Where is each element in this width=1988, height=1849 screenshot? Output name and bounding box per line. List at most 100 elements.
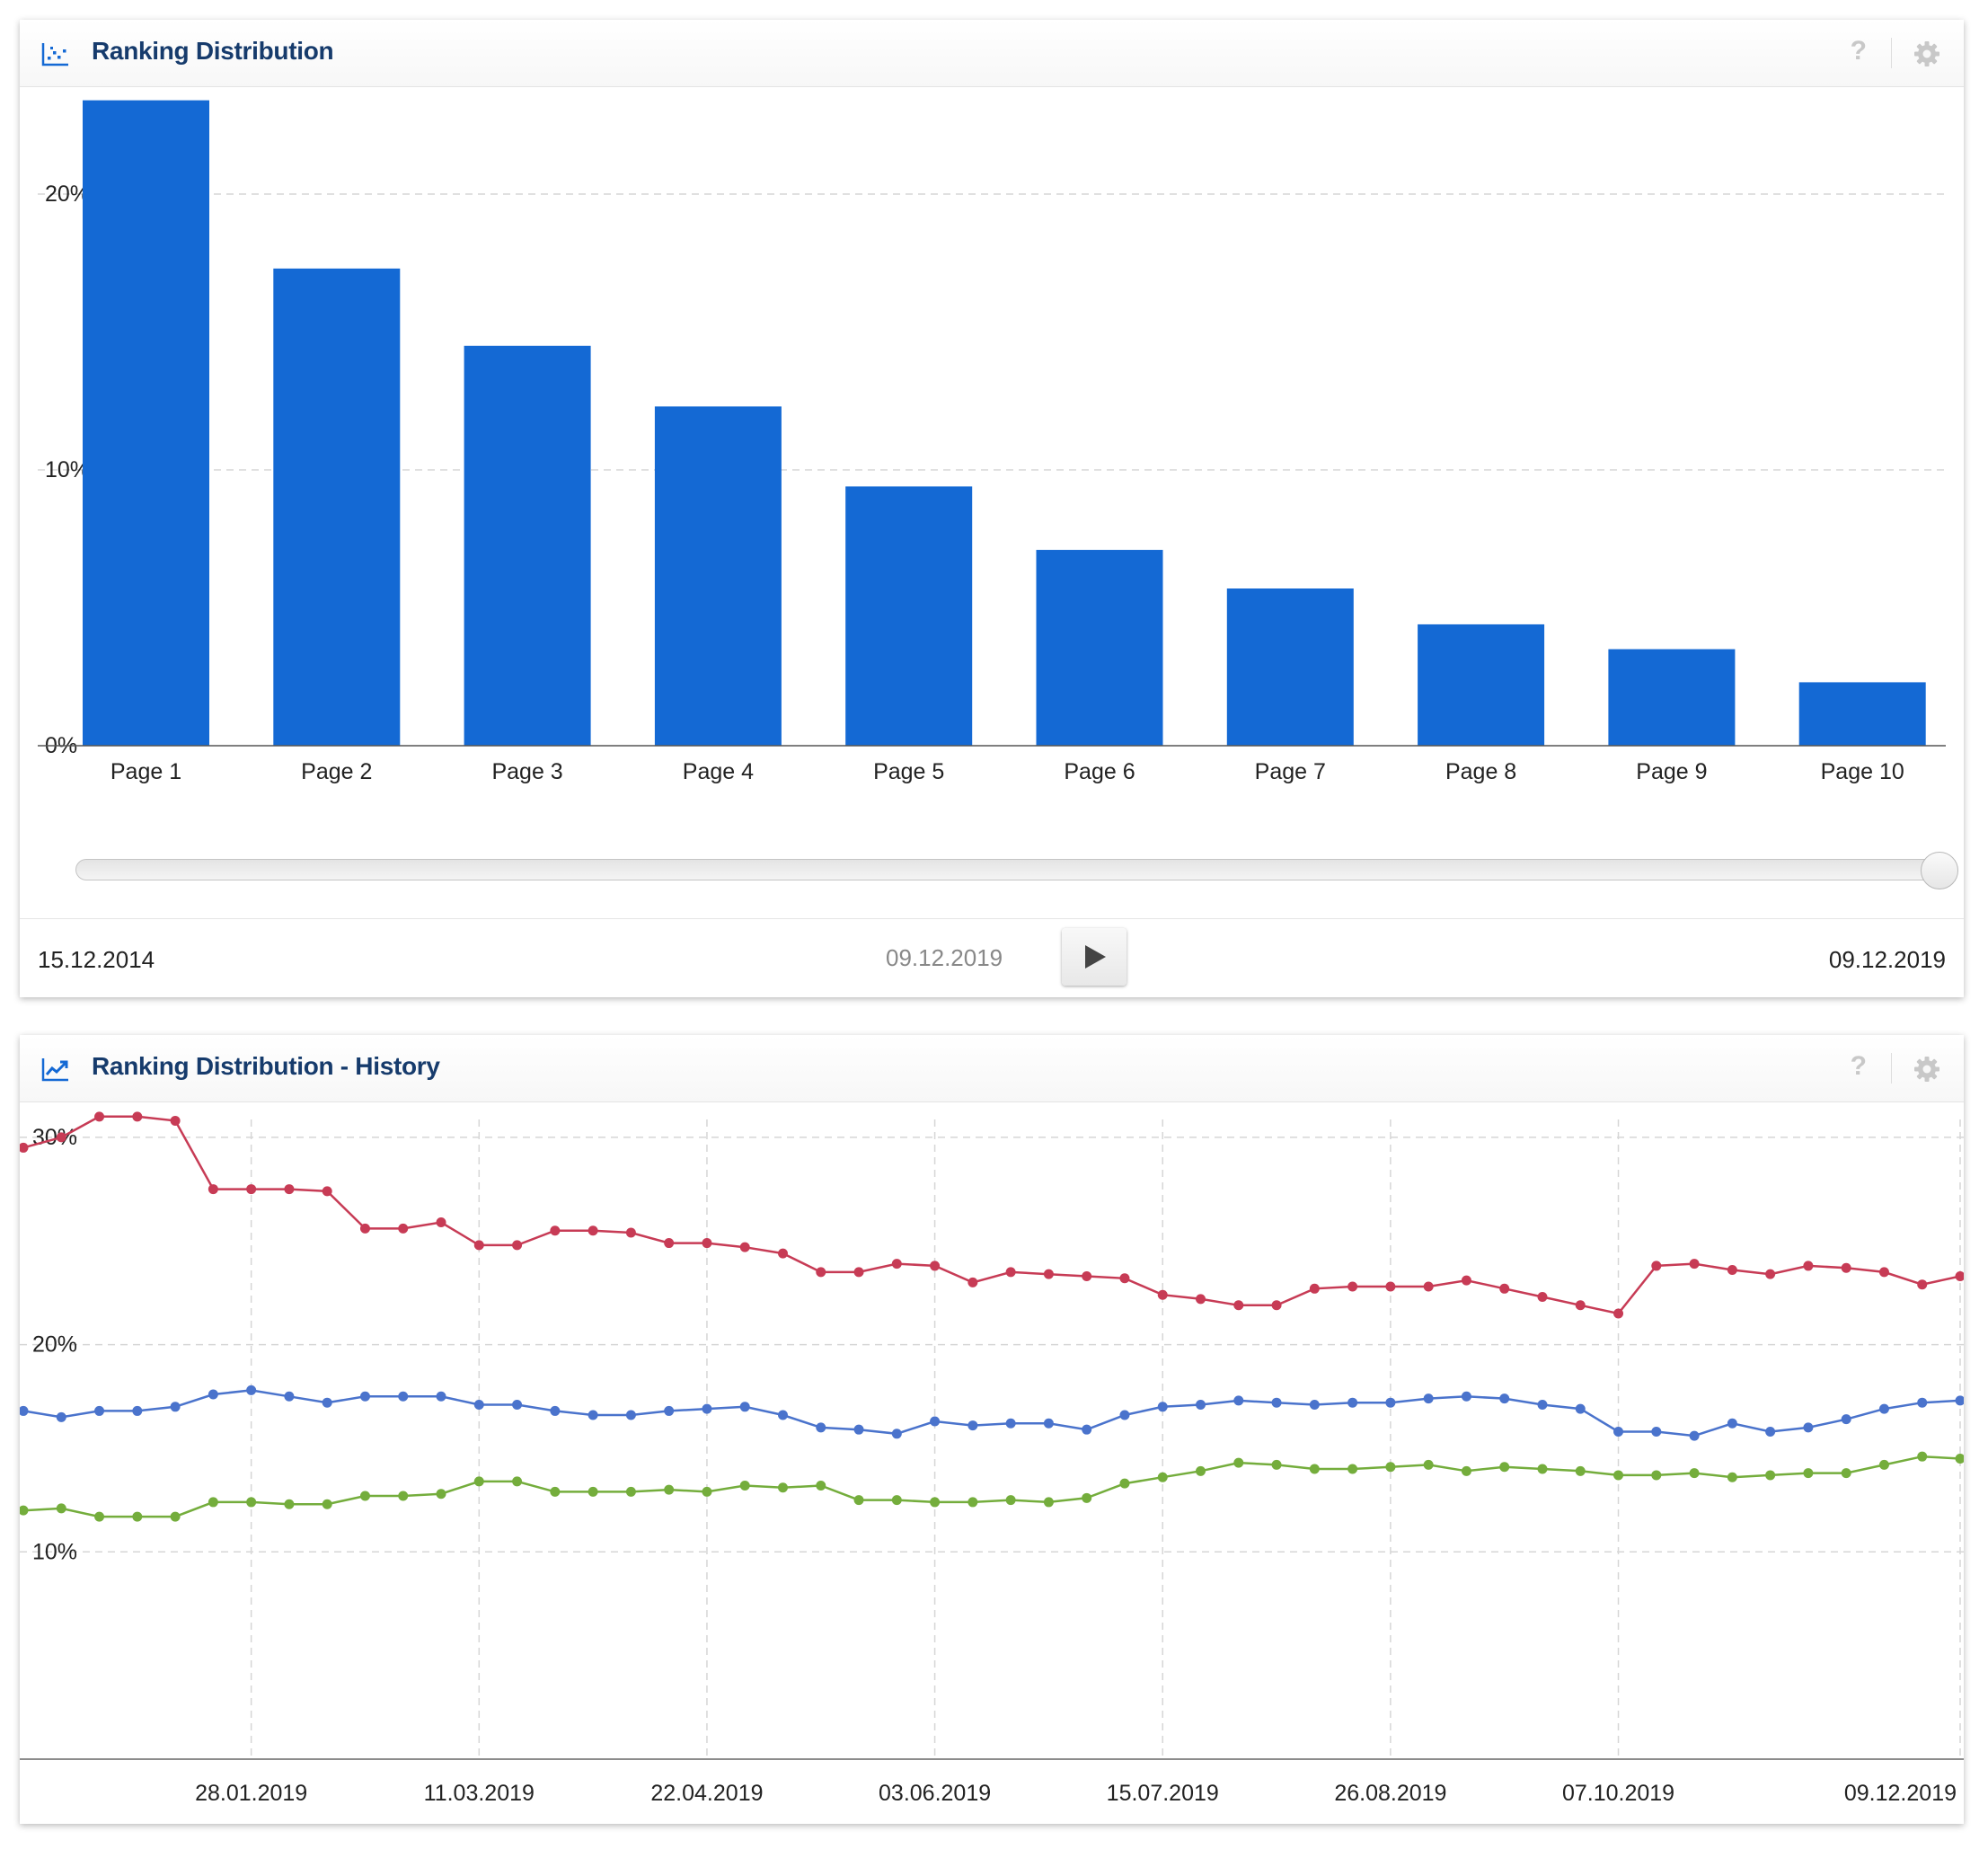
- data-point[interactable]: [1196, 1465, 1206, 1476]
- bar[interactable]: [1798, 682, 1926, 746]
- data-point[interactable]: [1917, 1397, 1928, 1408]
- bar[interactable]: [845, 486, 973, 746]
- data-point[interactable]: [1651, 1261, 1662, 1271]
- data-point[interactable]: [1537, 1464, 1548, 1474]
- data-point[interactable]: [284, 1391, 295, 1402]
- data-point[interactable]: [246, 1385, 257, 1395]
- data-point[interactable]: [56, 1411, 66, 1422]
- data-point[interactable]: [777, 1410, 788, 1420]
- data-point[interactable]: [739, 1480, 750, 1491]
- data-point[interactable]: [853, 1424, 864, 1435]
- data-point[interactable]: [588, 1410, 598, 1420]
- data-point[interactable]: [625, 1227, 636, 1238]
- data-point[interactable]: [816, 1422, 826, 1433]
- data-point[interactable]: [20, 1142, 29, 1153]
- data-point[interactable]: [1613, 1426, 1624, 1437]
- data-point[interactable]: [1461, 1275, 1471, 1286]
- data-point[interactable]: [512, 1240, 523, 1251]
- data-point[interactable]: [702, 1486, 712, 1497]
- data-point[interactable]: [930, 1416, 941, 1427]
- data-point[interactable]: [398, 1491, 409, 1501]
- bar[interactable]: [1036, 550, 1163, 746]
- data-point[interactable]: [816, 1267, 826, 1278]
- data-point[interactable]: [702, 1403, 712, 1414]
- data-point[interactable]: [56, 1132, 66, 1143]
- data-point[interactable]: [1385, 1397, 1396, 1408]
- data-point[interactable]: [170, 1115, 181, 1126]
- data-point[interactable]: [322, 1397, 332, 1408]
- data-point[interactable]: [625, 1410, 636, 1420]
- data-point[interactable]: [967, 1497, 978, 1508]
- data-point[interactable]: [1689, 1430, 1700, 1441]
- help-button[interactable]: ?: [1850, 1051, 1867, 1081]
- data-point[interactable]: [473, 1240, 484, 1251]
- data-point[interactable]: [208, 1497, 218, 1508]
- data-point[interactable]: [208, 1389, 218, 1400]
- data-point[interactable]: [853, 1495, 864, 1506]
- data-point[interactable]: [1613, 1470, 1624, 1481]
- data-point[interactable]: [1878, 1403, 1889, 1414]
- bar[interactable]: [1418, 624, 1545, 746]
- data-point[interactable]: [1423, 1393, 1434, 1404]
- data-point[interactable]: [1765, 1269, 1776, 1279]
- data-point[interactable]: [1233, 1300, 1244, 1311]
- data-point[interactable]: [1803, 1422, 1814, 1433]
- data-point[interactable]: [1119, 1273, 1130, 1284]
- data-point[interactable]: [246, 1184, 257, 1195]
- data-point[interactable]: [1157, 1472, 1168, 1482]
- data-point[interactable]: [132, 1511, 143, 1522]
- data-point[interactable]: [1082, 1492, 1092, 1503]
- data-point[interactable]: [739, 1242, 750, 1252]
- data-point[interactable]: [1309, 1400, 1320, 1411]
- data-point[interactable]: [1917, 1451, 1928, 1462]
- data-point[interactable]: [1575, 1465, 1586, 1476]
- data-point[interactable]: [1955, 1453, 1965, 1464]
- data-point[interactable]: [20, 1505, 29, 1516]
- data-point[interactable]: [94, 1405, 105, 1416]
- data-point[interactable]: [588, 1486, 598, 1497]
- data-point[interactable]: [967, 1420, 978, 1431]
- data-point[interactable]: [359, 1223, 370, 1234]
- data-point[interactable]: [891, 1495, 902, 1506]
- data-point[interactable]: [1803, 1261, 1814, 1271]
- data-point[interactable]: [1005, 1495, 1016, 1506]
- data-point[interactable]: [1499, 1393, 1510, 1404]
- data-point[interactable]: [625, 1486, 636, 1497]
- play-button[interactable]: [1062, 928, 1127, 986]
- data-point[interactable]: [1917, 1279, 1928, 1290]
- data-point[interactable]: [891, 1259, 902, 1270]
- data-point[interactable]: [359, 1391, 370, 1402]
- bar[interactable]: [83, 100, 209, 747]
- data-point[interactable]: [1043, 1269, 1054, 1279]
- data-point[interactable]: [967, 1277, 978, 1287]
- data-point[interactable]: [1385, 1462, 1396, 1473]
- data-point[interactable]: [1309, 1283, 1320, 1294]
- data-point[interactable]: [1005, 1267, 1016, 1278]
- data-point[interactable]: [1841, 1414, 1851, 1425]
- data-point[interactable]: [1309, 1464, 1320, 1474]
- data-point[interactable]: [284, 1184, 295, 1195]
- data-point[interactable]: [930, 1497, 941, 1508]
- data-point[interactable]: [1727, 1265, 1737, 1276]
- data-point[interactable]: [1841, 1468, 1851, 1479]
- data-point[interactable]: [473, 1400, 484, 1411]
- data-point[interactable]: [1878, 1459, 1889, 1470]
- data-point[interactable]: [436, 1216, 446, 1227]
- data-point[interactable]: [170, 1511, 181, 1522]
- data-point[interactable]: [1575, 1403, 1586, 1414]
- data-point[interactable]: [1043, 1497, 1054, 1508]
- data-point[interactable]: [284, 1499, 295, 1509]
- data-point[interactable]: [1803, 1468, 1814, 1479]
- data-point[interactable]: [1765, 1426, 1776, 1437]
- data-point[interactable]: [208, 1184, 218, 1195]
- data-point[interactable]: [1196, 1294, 1206, 1305]
- data-point[interactable]: [1689, 1259, 1700, 1270]
- bar[interactable]: [273, 268, 401, 746]
- data-point[interactable]: [1765, 1470, 1776, 1481]
- data-point[interactable]: [1651, 1426, 1662, 1437]
- gear-icon[interactable]: [1913, 40, 1940, 67]
- data-point[interactable]: [1689, 1468, 1700, 1479]
- help-button[interactable]: ?: [1850, 36, 1867, 66]
- data-point[interactable]: [359, 1491, 370, 1501]
- data-point[interactable]: [170, 1402, 181, 1412]
